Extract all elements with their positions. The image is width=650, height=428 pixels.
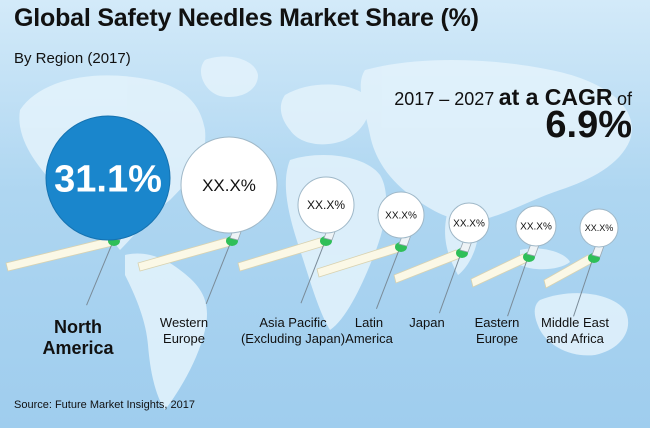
needle-line — [438, 255, 461, 314]
value-bubble — [297, 176, 355, 234]
syringe-barrel — [393, 249, 461, 284]
syringe-barrel — [5, 237, 113, 272]
cagr-value: 6.9% — [545, 104, 632, 146]
syringe-barrel — [316, 243, 400, 278]
value-label: XX.X% — [307, 198, 345, 212]
value-bubble — [180, 136, 278, 234]
category-label: Asia Pacific — [259, 315, 327, 330]
source-note: Source: Future Market Insights, 2017 — [14, 399, 195, 411]
value-label: XX.X% — [453, 219, 485, 230]
value-bubble — [377, 191, 425, 239]
needle-line — [507, 259, 528, 317]
category-label: Middle East — [541, 315, 609, 330]
category-label: Europe — [163, 331, 205, 346]
value-label: XX.X% — [585, 223, 614, 233]
needle-line — [205, 243, 231, 304]
category-label: Europe — [476, 331, 518, 346]
cagr-of: of — [616, 89, 632, 109]
syringe-barrel — [470, 253, 528, 288]
category-label: North — [54, 317, 102, 337]
bubble-group: XX.X% Asia Pacific(Excluding Japan) — [237, 176, 355, 346]
category-label: Japan — [409, 315, 444, 330]
value-bubble — [448, 202, 490, 244]
chart-title: Global Safety Needles Market Share (%) — [14, 4, 479, 32]
value-label: XX.X% — [202, 176, 256, 195]
category-label: Latin — [355, 315, 383, 330]
value-label: 31.1% — [54, 158, 162, 200]
category-label: and Africa — [546, 331, 605, 346]
category-label: America — [42, 338, 114, 358]
category-label: Western — [160, 315, 208, 330]
category-label: Eastern — [475, 315, 520, 330]
cagr-period: 2017 – 2027 — [394, 89, 495, 109]
needle-line — [300, 243, 325, 304]
value-bubble — [515, 205, 557, 247]
chart-subtitle: By Region (2017) — [14, 50, 131, 67]
syringe-barrel — [237, 237, 325, 272]
value-label: XX.X% — [520, 222, 552, 233]
cagr-headline: 2017 – 2027 at a CAGR of — [394, 84, 632, 111]
cagr-phrase: at a CAGR — [498, 84, 613, 110]
value-label: XX.X% — [385, 211, 417, 222]
needle-line — [573, 260, 593, 317]
value-bubble — [579, 208, 619, 248]
needle-line — [375, 249, 400, 309]
value-bubble — [45, 115, 171, 241]
syringe-barrel — [543, 254, 593, 289]
bubble-group: XX.X% Japan — [393, 202, 490, 330]
category-label: America — [345, 331, 393, 346]
syringe-barrel — [137, 237, 231, 272]
category-label: (Excluding Japan) — [241, 331, 345, 346]
needle-line — [86, 243, 113, 306]
